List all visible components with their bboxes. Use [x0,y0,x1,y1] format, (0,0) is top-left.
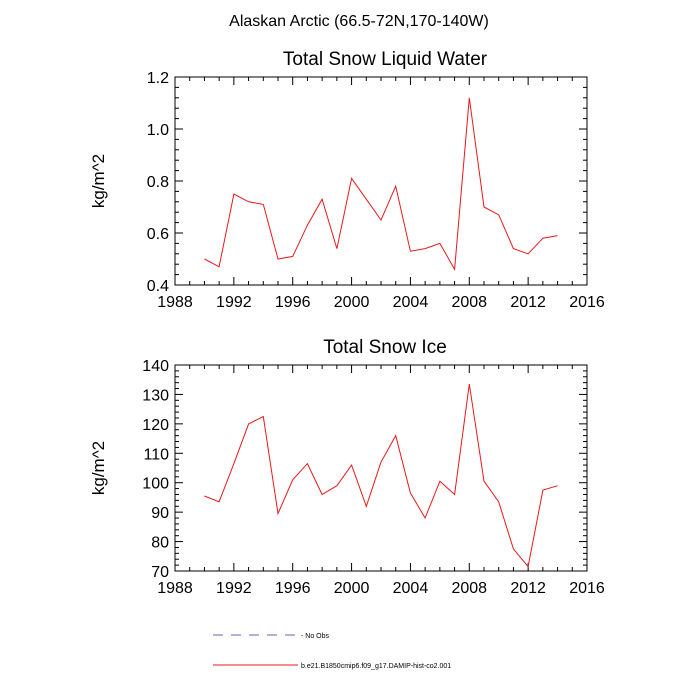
x-tick-label: 2000 [334,294,370,311]
y-tick-label: 140 [142,358,169,375]
x-tick-label: 2012 [510,580,546,597]
x-tick-label: 2004 [393,580,429,597]
y-tick-label: 110 [143,446,169,463]
x-tick-label: 1996 [275,580,311,597]
panel-title: Total Snow Ice [323,337,447,358]
x-tick-label: 2016 [569,294,605,311]
panel-snow-ice: 1988 1992 1996 2000 2004 2008 2012 2016 70 80 90 10… [89,337,605,597]
y-tick-label: 1.2 [147,70,169,87]
x-tick-label: 1992 [216,580,252,597]
legend: - No Obs b.e21.B1850cmip6.f09_g17.DAMIP-… [213,633,451,670]
legend-label-no-obs: - No Obs [301,633,330,640]
series-line-0 [204,97,558,272]
plot-frame [174,76,588,286]
panel-snow-liquid-water: 1988 1992 1996 2000 2004 2008 2012 2016 0.4 0.6 0.… [89,49,605,311]
x-tick-label: 1996 [275,294,311,311]
x-tick-label: 2016 [569,580,605,597]
x-tick-label: 2000 [334,580,370,597]
x-tick-label: 2008 [451,294,487,311]
y-tick-label: 1.0 [147,122,169,139]
y-tick-label: 0.6 [147,226,169,243]
x-tick-label: 1988 [157,580,193,597]
x-tick-label: 2012 [510,294,546,311]
y-tick-label: 0.4 [147,278,169,295]
y-tick-label: 90 [151,505,169,522]
y-axis-label: kg/m^2 [89,154,108,208]
y-tick-label: 70 [151,564,169,581]
figure-suptitle: Alaskan Arctic (66.5-72N,170-140W) [229,13,489,30]
x-tick-label: 2004 [393,294,429,311]
y-tick-label: 130 [142,387,169,404]
x-tick-label: 2008 [451,580,487,597]
y-tick-label: 80 [151,535,169,552]
plot-frame [174,364,588,572]
y-axis-label: kg/m^2 [89,441,108,495]
y-tick-label: 100 [142,476,169,493]
panel-title: Total Snow Liquid Water [283,49,488,70]
y-tick-label: 0.8 [147,174,169,191]
legend-label-model: b.e21.B1850cmip6.f09_g17.DAMIP-hist-co2.… [301,663,451,670]
series-line-0 [204,384,558,568]
y-tick-label: 120 [142,417,169,434]
x-tick-label: 1988 [157,294,193,311]
x-tick-label: 1992 [216,294,252,311]
